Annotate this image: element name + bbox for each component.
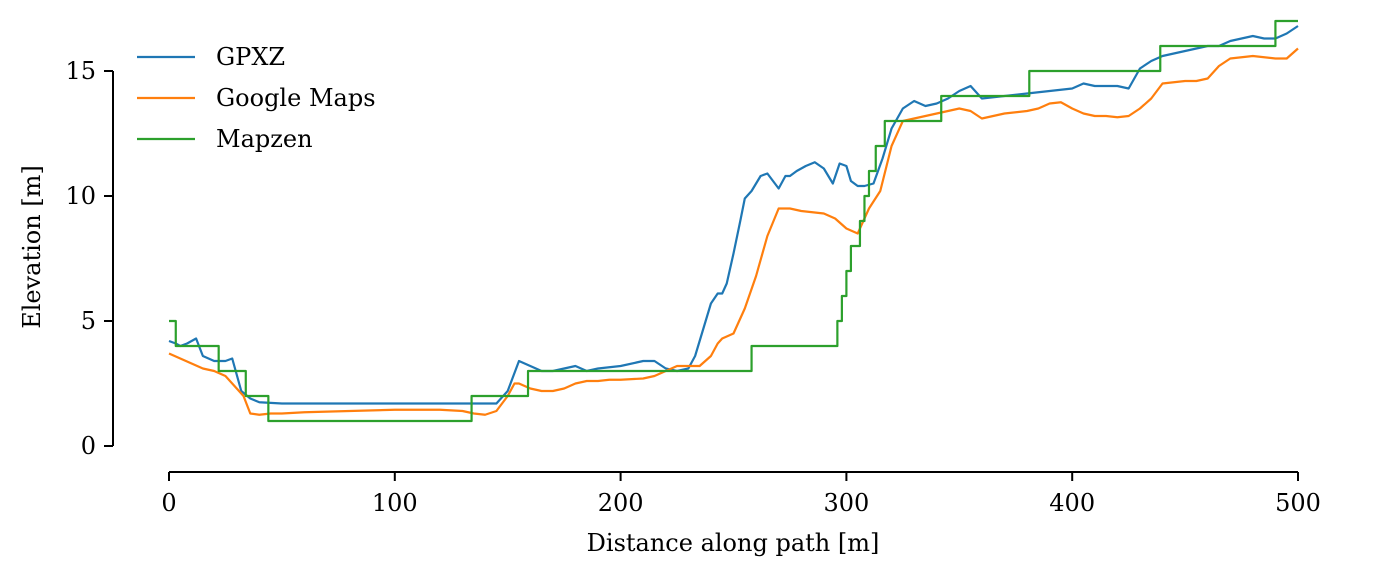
x-tick-label: 100 [372,489,418,517]
y-ticks: 0 5 10 15 [65,57,113,460]
y-axis-title: Elevation [m] [18,165,46,329]
x-axis-title: Distance along path [m] [587,529,880,557]
x-tick-label: 400 [1049,489,1095,517]
series-layer [168,19,1299,423]
x-tick-label: 300 [823,489,869,517]
x-tick-label: 500 [1275,489,1321,517]
y-tick-label: 5 [81,307,96,335]
legend: GPXZ Google Maps Mapzen [137,43,376,153]
legend-label: GPXZ [216,43,285,71]
series-line-google-maps [168,47,1299,416]
x-ticks: 0 100 200 300 400 500 [161,472,1321,517]
legend-label: Mapzen [216,125,313,153]
y-tick-label: 0 [81,432,96,460]
series-line-gpxz [168,25,1299,405]
y-tick-label: 10 [65,182,96,210]
series-line-mapzen [169,19,1298,423]
x-tick-label: 0 [161,489,176,517]
y-tick-label: 15 [65,57,96,85]
legend-label: Google Maps [216,84,376,112]
x-tick-label: 200 [598,489,644,517]
